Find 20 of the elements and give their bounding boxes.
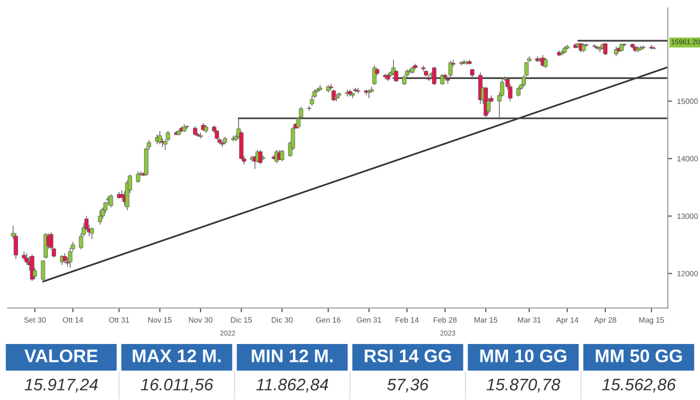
candlestick	[516, 86, 521, 97]
text: 15.562,86	[602, 378, 676, 392]
text: 15.870,78	[486, 378, 560, 392]
text: RSI 14 GG	[364, 350, 451, 362]
candlestick	[214, 129, 219, 140]
candlestick	[356, 87, 360, 94]
candlestick	[158, 130, 162, 145]
text: MAX 12 M.	[132, 350, 221, 362]
text: 15.917,24	[24, 378, 98, 392]
text: MIN 12 M.	[252, 350, 333, 362]
text: 16.011,56	[140, 378, 214, 392]
text: VALORE	[24, 350, 98, 362]
text: 11.862,84	[256, 378, 328, 392]
candlestick	[40, 260, 46, 282]
candlestick	[90, 227, 94, 240]
candlestick	[543, 58, 548, 68]
text: MM 50 GG	[596, 350, 682, 362]
text: MM 10 GG	[480, 350, 566, 362]
candlestick	[98, 210, 102, 226]
text: 57,36	[387, 378, 429, 392]
